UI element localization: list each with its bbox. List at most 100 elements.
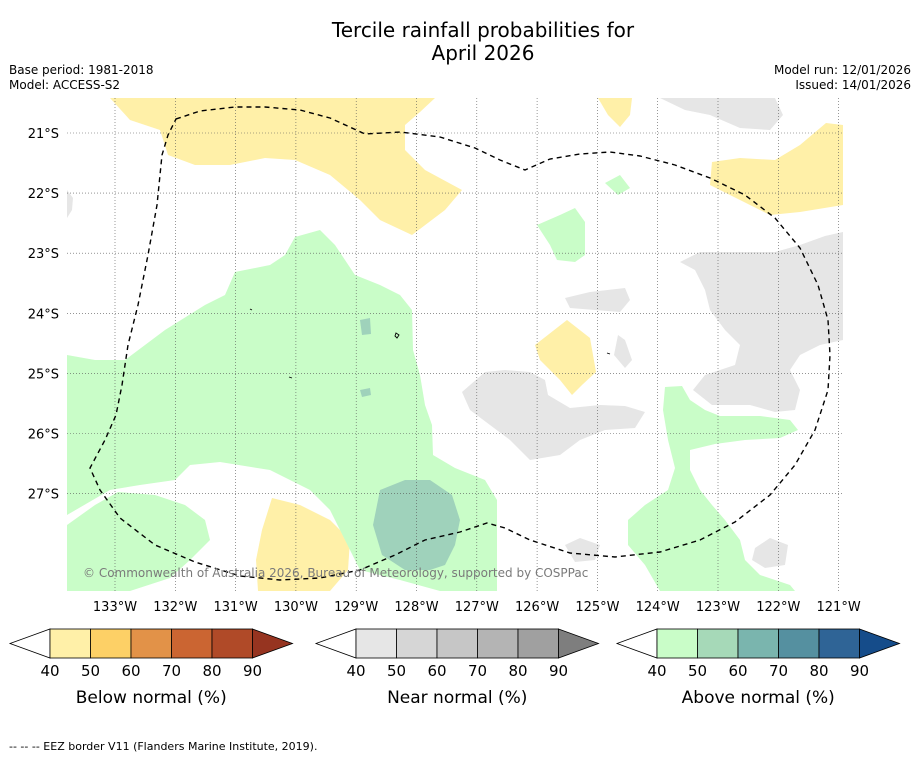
longitude-labels: 133°W 132°W 131°W 130°W 129°W 128°W 127°W 126°W… — [93, 600, 861, 615]
longitude-label: 123°W — [696, 600, 740, 615]
issued-date: Issued: 14/01/2026 — [795, 78, 911, 92]
longitude-label: 121°W — [817, 600, 861, 615]
meta-right: Model run: 12/01/2026 Issued: 14/01/2026 — [774, 63, 911, 93]
colorbar-tick-label: 90 — [243, 662, 262, 680]
latitude-label: 23°S — [28, 247, 59, 262]
longitude-label: 131°W — [214, 600, 258, 615]
colorbar-tick-label: 90 — [549, 662, 568, 680]
colorbar-tick-label: 60 — [728, 662, 747, 680]
copyright-note: © Commonwealth of Australia 2026, Bureau… — [83, 566, 588, 580]
colorbar-tick-label: 70 — [468, 662, 487, 680]
below-region-south — [256, 498, 350, 591]
colorbar-extend-low — [615, 628, 658, 659]
longitude-label: 129°W — [334, 600, 378, 615]
island-marker-3 — [394, 332, 400, 339]
near-normal-regions — [67, 98, 843, 568]
colorbar-tick-label: 90 — [850, 662, 869, 680]
above-region-small-north — [605, 175, 630, 195]
colorbar-tick-label: 40 — [40, 662, 59, 680]
colorbar-tick-label: 70 — [162, 662, 181, 680]
meta-left: Base period: 1981-2018 Model: ACCESS-S2 — [9, 63, 154, 93]
eez-legend-note: -- -- -- EEZ border V11 (Flanders Marine… — [9, 740, 318, 753]
colorbar-segment — [818, 628, 860, 659]
above-normal-colorbar: 40 50 60 70 80 90 Above normal (%) — [615, 628, 901, 708]
colorbar-tick-label: 80 — [809, 662, 828, 680]
below-normal-regions — [110, 98, 843, 591]
colorbar-tick-label: 80 — [508, 662, 527, 680]
colorbar-segment — [656, 628, 698, 659]
longitude-label: 124°W — [636, 600, 680, 615]
below-region-east — [710, 123, 843, 215]
title-line-2: April 2026 — [431, 41, 535, 65]
colorbar-segment — [130, 628, 172, 659]
longitude-label: 128°W — [394, 600, 438, 615]
colorbar-segment — [49, 628, 91, 659]
near-region-south — [565, 538, 600, 562]
longitude-label: 126°W — [515, 600, 559, 615]
colorbar-tick-label: 40 — [647, 662, 666, 680]
island-marker-1 — [249, 308, 253, 311]
island-marker-2 — [288, 376, 293, 379]
near-region-se — [752, 538, 788, 568]
latitude-label: 24°S — [28, 307, 59, 322]
latitude-label: 26°S — [28, 428, 59, 443]
above60-region-tiny-2 — [360, 388, 371, 397]
near-region-ne — [660, 98, 783, 130]
latitude-label: 27°S — [28, 488, 59, 503]
model-run: Model run: 12/01/2026 — [773, 63, 911, 77]
near-region-east-large — [680, 232, 843, 412]
colorbar-segment — [396, 628, 438, 659]
colorbar-extend-low — [314, 628, 357, 659]
near-region-mid — [462, 370, 645, 460]
colorbar-tick-label: 60 — [427, 662, 446, 680]
gridlines — [67, 98, 843, 591]
colorbar-segment — [90, 628, 132, 659]
colorbar-tick-label: 40 — [346, 662, 365, 680]
colorbars: 40 50 60 70 80 90 Below normal (%) 40 50 60 70 80 90… — [8, 628, 901, 708]
longitude-label: 125°W — [575, 600, 619, 615]
latitude-labels: 21°S 22°S 23°S 24°S 25°S 26°S 27°S — [28, 127, 59, 503]
colorbar-segment — [697, 628, 739, 659]
probability-field — [67, 98, 843, 591]
model-name: Model: ACCESS-S2 — [9, 78, 121, 92]
colorbar-segment — [778, 628, 820, 659]
above60-region-tiny-1 — [360, 318, 371, 335]
below-region-center — [535, 320, 596, 395]
colorbar-segment — [737, 628, 779, 659]
below-region-ne-small — [598, 98, 632, 127]
map-title: Tercile rainfall probabilities for April… — [0, 19, 919, 65]
longitude-label: 122°W — [756, 600, 800, 615]
colorbar-segment — [211, 628, 253, 659]
colorbar-segment — [355, 628, 397, 659]
longitude-label: 133°W — [93, 600, 137, 615]
near-region-west-edge — [67, 190, 73, 218]
colorbar-extend-high — [859, 628, 901, 659]
above-region-east — [628, 386, 798, 591]
colorbar-tick-label: 60 — [121, 662, 140, 680]
island-markers — [249, 308, 611, 379]
colorbar-tick-label: 50 — [81, 662, 100, 680]
eez-border — [89, 106, 831, 581]
base-period: Base period: 1981-2018 — [9, 63, 154, 77]
colorbar-title: Above normal (%) — [682, 688, 835, 708]
colorbar-segment — [517, 628, 559, 659]
colorbar-tick-label: 80 — [202, 662, 221, 680]
below-region-north — [110, 98, 462, 235]
latitude-label: 21°S — [28, 127, 59, 142]
below-normal-colorbar: 40 50 60 70 80 90 Below normal (%) — [8, 628, 294, 708]
island-marker-4 — [606, 352, 611, 355]
colorbar-segment — [436, 628, 478, 659]
above-region-small — [537, 208, 585, 262]
colorbar-segment — [477, 628, 519, 659]
near-normal-colorbar: 40 50 60 70 80 90 Near normal (%) — [314, 628, 600, 708]
longitude-label: 132°W — [153, 600, 197, 615]
longitude-label: 127°W — [455, 600, 499, 615]
colorbar-tick-label: 50 — [688, 662, 707, 680]
above-region-sw — [67, 492, 210, 591]
title-line-1: Tercile rainfall probabilities for — [331, 18, 635, 42]
colorbar-tick-label: 50 — [387, 662, 406, 680]
latitude-label: 25°S — [28, 367, 59, 382]
colorbar-extend-high — [252, 628, 294, 659]
near-region-sliver — [614, 335, 632, 368]
